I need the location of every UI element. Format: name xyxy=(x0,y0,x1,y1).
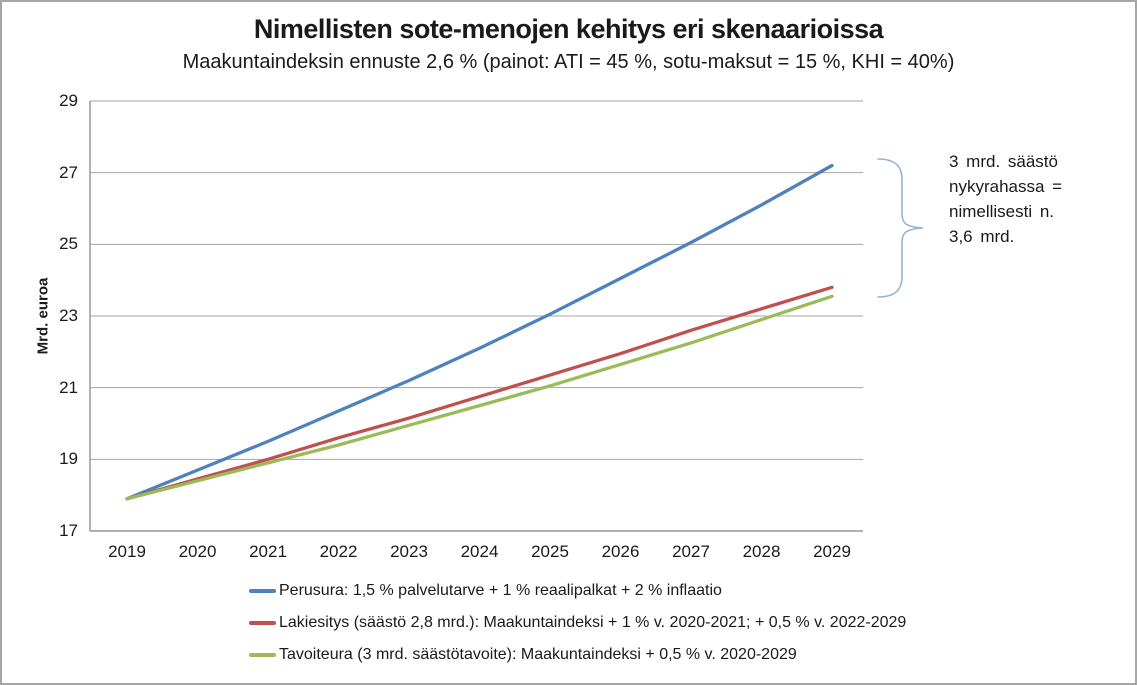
series-line-2 xyxy=(125,294,834,501)
y-tick-label: 21 xyxy=(59,377,78,397)
annotation-line: nykyrahassa = xyxy=(949,177,1063,196)
legend-swatch-icon xyxy=(249,652,276,657)
y-tick-label: 29 xyxy=(59,91,78,110)
series-lines xyxy=(125,163,834,501)
x-tick-label: 2024 xyxy=(460,542,499,561)
annotation-line: 3 mrd. säästö xyxy=(949,152,1058,171)
x-tick-label: 2022 xyxy=(319,542,358,561)
gridlines xyxy=(90,100,863,460)
y-tick-label: 27 xyxy=(59,162,78,182)
x-tick-label: 2020 xyxy=(178,542,217,561)
legend-item-0: Perusura: 1,5 % palvelutarve + 1 % reaal… xyxy=(249,580,906,601)
x-tick-label: 2029 xyxy=(813,542,851,561)
legend-swatch-icon xyxy=(249,588,276,593)
legend: Perusura: 1,5 % palvelutarve + 1 % reaal… xyxy=(249,580,906,676)
axes xyxy=(89,101,863,532)
legend-label: Lakiesitys (säästö 2,8 mrd.): Maakuntain… xyxy=(279,613,907,631)
annotation-line: 3,6 mrd. xyxy=(949,227,1015,246)
legend-item-2: Tavoiteura (3 mrd. säästötavoite): Maaku… xyxy=(249,644,906,665)
x-tick-label: 2026 xyxy=(601,542,640,561)
y-tick-label: 19 xyxy=(59,449,78,469)
y-tick-label: 23 xyxy=(59,306,78,325)
y-tick-label: 25 xyxy=(59,234,78,254)
series-line-0 xyxy=(125,163,834,501)
y-tick-label: 17 xyxy=(59,521,78,540)
series-line-1 xyxy=(125,285,834,501)
legend-swatch-icon xyxy=(249,620,276,625)
legend-label: Tavoiteura (3 mrd. säästötavoite): Maaku… xyxy=(279,645,797,663)
x-tick-label: 2019 xyxy=(108,542,146,561)
chart-subtitle: Maakuntaindeksin ennuste 2,6 % (painot: … xyxy=(182,51,955,73)
annotation-text: 3 mrd. säästö nykyrahassa = nimellisesti… xyxy=(949,149,1089,249)
x-tick-label: 2028 xyxy=(742,542,781,561)
x-tick-label: 2023 xyxy=(390,542,428,561)
x-tick-label: 2025 xyxy=(531,542,569,561)
x-tick-label: 2027 xyxy=(672,542,710,561)
legend-label: Perusura: 1,5 % palvelutarve + 1 % reaal… xyxy=(279,581,722,599)
legend-item-1: Lakiesitys (säästö 2,8 mrd.): Maakuntain… xyxy=(249,612,906,633)
chart-title: Nimellisten sote-menojen kehitys eri ske… xyxy=(253,14,884,44)
x-tick-label: 2021 xyxy=(249,542,287,561)
annotation-line: nimellisesti n. xyxy=(949,202,1055,221)
brace-icon xyxy=(877,158,924,298)
